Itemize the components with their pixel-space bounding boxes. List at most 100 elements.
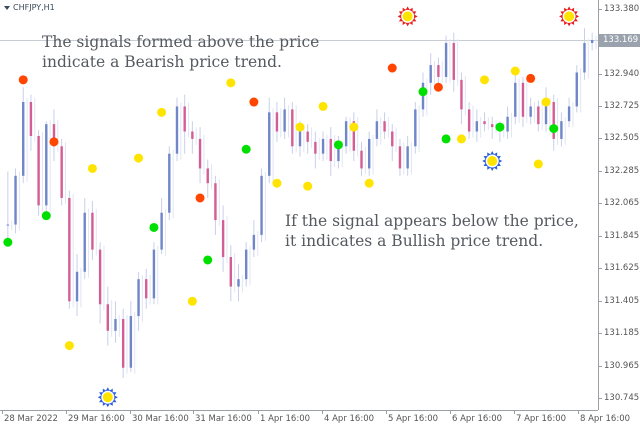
- price-tick-label: 130.745: [604, 393, 640, 403]
- price-axis[interactable]: 133.169 133.380 132.940 132.725 132.505 132.…: [598, 0, 640, 410]
- green-signal-dot: [441, 134, 451, 144]
- bear-candle: [106, 304, 109, 331]
- bear-candle: [329, 138, 332, 162]
- bull-candle: [583, 42, 586, 73]
- bear-candle: [37, 135, 40, 206]
- yellow-signal-dot: [349, 122, 359, 132]
- bear-candle: [491, 124, 494, 128]
- yellow-signal-dot: [226, 78, 236, 88]
- bull-candle: [75, 271, 79, 302]
- bull-candle: [298, 131, 302, 147]
- symbol-selector[interactable]: CHFJPY,H1: [4, 3, 55, 12]
- time-tick-label: 5 Apr 16:00: [388, 414, 439, 424]
- price-tick-mark: [599, 73, 602, 75]
- bull-candle: [529, 106, 532, 117]
- bear-candle: [398, 146, 402, 169]
- price-tick-mark: [599, 40, 602, 42]
- bull-candle: [175, 106, 179, 154]
- bull-candle: [444, 42, 448, 77]
- bear-candle: [183, 106, 186, 132]
- bull-candle: [590, 40, 594, 43]
- price-tick-mark: [599, 268, 602, 270]
- time-tick-mark: [514, 411, 515, 414]
- symbol-label: CHFJPY,H1: [13, 3, 55, 12]
- time-tick-mark: [193, 411, 194, 414]
- time-tick-label: 31 Mar 16:00: [195, 414, 252, 424]
- time-tick-label: 6 Apr 16:00: [452, 414, 503, 424]
- bull-candle: [414, 109, 417, 147]
- red-signal-dot: [433, 82, 443, 92]
- bull-candle: [244, 249, 248, 280]
- bearish-signal-note: The signals formed above the price indic…: [42, 32, 319, 72]
- yellow-signal-dot: [87, 163, 97, 173]
- yellow-signal-dot: [364, 178, 374, 188]
- bear-candle: [91, 212, 94, 250]
- yellow-signal-dot: [318, 101, 328, 111]
- bull-candle: [344, 121, 348, 147]
- green-signal-dot: [241, 144, 251, 154]
- red-signal-dot: [49, 137, 59, 147]
- bull-candle: [237, 279, 240, 287]
- bull-candle: [6, 224, 10, 226]
- time-tick-mark: [386, 411, 387, 414]
- bear-candle: [467, 109, 471, 132]
- green-signal-dot: [203, 255, 213, 265]
- red-signal-dot: [18, 75, 28, 85]
- price-tick-mark: [599, 9, 602, 10]
- price-tick-mark: [599, 333, 602, 335]
- price-tick-label: 132.940: [604, 68, 640, 79]
- bull-candle: [152, 249, 156, 299]
- bearish-note-line-1: The signals formed above the price: [42, 33, 320, 51]
- bull-candle: [14, 175, 17, 225]
- bear-candle: [383, 121, 386, 132]
- time-axis[interactable]: 28 Mar 2022 29 Mar 16:00 30 Mar 16:00 31 Ma…: [0, 410, 630, 428]
- bull-candle: [283, 109, 286, 132]
- bear-candle: [214, 183, 217, 221]
- bull-candle: [83, 212, 86, 272]
- price-tick-label: 132.065: [604, 198, 640, 209]
- candlestick-chart[interactable]: [0, 0, 598, 410]
- bull-candle: [506, 116, 509, 132]
- bearish-star-signal-icon: [397, 6, 418, 27]
- yellow-signal-dot: [303, 181, 313, 191]
- bear-candle: [198, 138, 202, 169]
- green-signal-dot: [549, 124, 559, 134]
- bear-candle: [452, 42, 455, 80]
- bull-candle: [567, 106, 571, 122]
- bull-candle: [575, 72, 578, 107]
- green-signal-dot: [495, 122, 505, 132]
- bull-candle: [129, 316, 133, 368]
- yellow-signal-dot: [533, 159, 543, 169]
- yellow-signal-dot: [134, 153, 144, 163]
- price-tick-label: 133.380: [604, 4, 640, 14]
- green-signal-dot: [333, 140, 343, 150]
- price-tick-label: 132.725: [604, 100, 640, 111]
- bull-candle: [252, 234, 256, 250]
- green-signal-dot: [149, 222, 159, 232]
- yellow-signal-dot: [187, 296, 197, 306]
- yellow-signal-dot: [295, 122, 305, 132]
- bullish-star-signal-icon: [482, 151, 503, 172]
- price-tick-mark: [599, 170, 602, 172]
- time-tick-label: 8 Apr 16:00: [580, 414, 631, 424]
- time-tick-mark: [66, 411, 67, 414]
- bullish-star-signal-icon: [97, 387, 118, 408]
- bear-candle: [191, 131, 194, 139]
- bear-candle: [552, 102, 555, 139]
- bull-candle: [45, 124, 48, 206]
- bear-candle: [352, 121, 356, 151]
- bear-candle: [229, 257, 233, 287]
- time-tick-mark: [130, 411, 131, 414]
- bearish-note-line-2: indicate a Bearish price trend.: [42, 53, 282, 71]
- bear-candle: [60, 146, 63, 198]
- bull-candle: [160, 212, 163, 250]
- bull-candle: [544, 102, 548, 125]
- bear-candle: [360, 150, 363, 169]
- bear-candle: [537, 106, 540, 125]
- price-tick-label: 131.845: [604, 230, 640, 241]
- chart-plot-area[interactable]: CHFJPY,H1 The signals formed above the p…: [0, 0, 598, 410]
- price-tick-mark: [599, 300, 602, 302]
- bull-candle: [260, 175, 263, 235]
- green-signal-dot: [41, 211, 51, 221]
